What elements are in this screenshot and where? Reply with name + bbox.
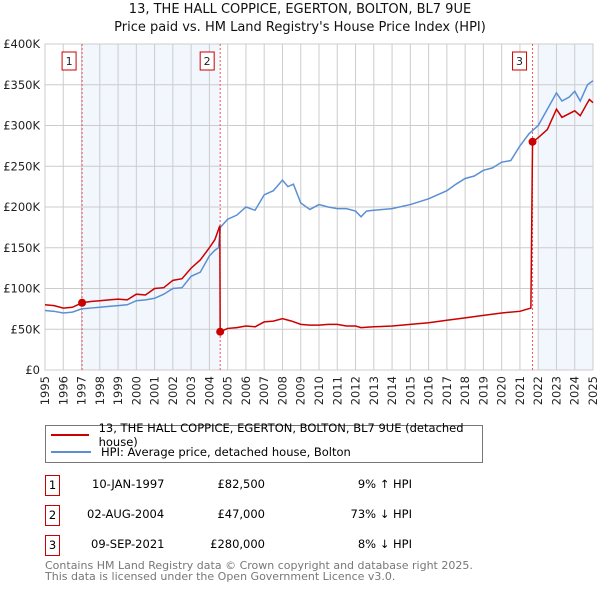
x-tick-label: 2009 xyxy=(294,376,308,405)
y-tick-label: £250K xyxy=(3,159,40,173)
x-tick-label: 2015 xyxy=(403,376,417,405)
property-price-line xyxy=(44,98,594,333)
sale-price: £82,500 xyxy=(217,477,265,491)
x-tick-label: 2021 xyxy=(513,376,527,405)
sale-point xyxy=(216,327,225,336)
price-chart: 1995 1996 1997 1998 1999 2000 2001 2002 2003 2004… xyxy=(3,37,600,405)
marker-label: 3 xyxy=(516,55,523,68)
marker-box xyxy=(512,51,528,71)
marker-box xyxy=(61,51,77,71)
footer-licence: This data is licensed under the Open Gov… xyxy=(45,570,396,583)
x-tick-label: 2007 xyxy=(257,376,271,405)
x-tick-label: 2014 xyxy=(385,376,399,405)
x-tick-label: 1995 xyxy=(38,376,52,405)
marker-label: 1 xyxy=(66,55,73,68)
sale-hpi-diff: 73% ↓ HPI xyxy=(350,507,412,521)
sale-hpi-diff: 9% ↑ HPI xyxy=(357,477,412,491)
x-tick-label: 2002 xyxy=(166,376,180,405)
sale-row: 1 10-JAN-1997 £82,500 9% ↑ HPI xyxy=(45,475,445,496)
x-tick-label: 2019 xyxy=(476,376,490,405)
x-tick-label: 2023 xyxy=(549,376,563,405)
sale-price: £280,000 xyxy=(210,537,265,551)
x-tick-label: 2020 xyxy=(495,376,509,405)
sale-point xyxy=(528,137,537,146)
x-tick-label: 2018 xyxy=(458,376,472,405)
y-tick-label: £150K xyxy=(3,241,40,255)
y-tick-label: £350K xyxy=(3,78,40,92)
sale-row: 2 02-AUG-2004 £47,000 73% ↓ HPI xyxy=(45,505,445,526)
sale-date: 10-JAN-1997 xyxy=(92,477,165,491)
x-tick-label: 2017 xyxy=(440,376,454,405)
x-tick-label: 2008 xyxy=(275,376,289,405)
x-tick-label: 1998 xyxy=(93,376,107,405)
legend-item-property: 13, THE HALL COPPICE, EGERTON, BOLTON, B… xyxy=(51,421,482,449)
y-tick-label: £300K xyxy=(3,119,40,133)
x-tick-label: 2000 xyxy=(129,376,143,405)
x-tick-label: 2025 xyxy=(586,376,600,405)
x-tick-label: 2012 xyxy=(349,376,363,405)
x-tick-label: 2006 xyxy=(239,376,253,405)
sale-point xyxy=(78,298,87,307)
x-tick-label: 2003 xyxy=(184,376,198,405)
sale-price: £47,000 xyxy=(217,507,265,521)
chart-title: 13, THE HALL COPPICE, EGERTON, BOLTON, B… xyxy=(128,2,472,17)
legend-label: HPI: Average price, detached house, Bolt… xyxy=(101,445,351,459)
plot-frame xyxy=(44,43,594,371)
legend: 13, THE HALL COPPICE, EGERTON, BOLTON, B… xyxy=(45,421,483,463)
legend-swatch-blue xyxy=(51,451,91,453)
sale-hpi-diff: 8% ↓ HPI xyxy=(357,537,412,551)
footer-copyright: Contains HM Land Registry data © Crown c… xyxy=(45,559,473,572)
x-tick-label: 2005 xyxy=(221,376,235,405)
x-tick-label: 2016 xyxy=(422,376,436,405)
sale-number: 2 xyxy=(45,505,60,526)
x-tick-label: 2001 xyxy=(148,376,162,405)
y-tick-label: £200K xyxy=(3,200,40,214)
sale-date: 09-SEP-2021 xyxy=(91,537,165,551)
x-tick-label: 1999 xyxy=(111,376,125,405)
legend-swatch-red xyxy=(51,434,89,436)
y-tick-label: £100K xyxy=(3,282,40,296)
sale-number: 1 xyxy=(45,475,60,496)
chart-subtitle: Price paid vs. HM Land Registry's House … xyxy=(114,20,486,35)
x-tick-label: 2024 xyxy=(568,376,582,405)
legend-item-hpi: HPI: Average price, detached house, Bolt… xyxy=(51,444,351,460)
marker-box xyxy=(199,51,215,71)
legend-label: 13, THE HALL COPPICE, EGERTON, BOLTON, B… xyxy=(98,421,464,449)
x-tick-label: 2010 xyxy=(312,376,326,405)
y-tick-label: £50K xyxy=(11,322,41,336)
x-tick-label: 2011 xyxy=(330,376,344,405)
y-tick-label: £400K xyxy=(3,37,40,51)
sale-date: 02-AUG-2004 xyxy=(87,507,165,521)
x-tick-label: 2013 xyxy=(367,376,381,405)
x-tick-label: 1996 xyxy=(56,376,70,405)
hpi-line xyxy=(44,80,594,314)
y-tick-label: £0 xyxy=(25,363,40,377)
sale-number: 3 xyxy=(45,535,60,556)
x-tick-label: 2004 xyxy=(202,376,216,405)
marker-label: 2 xyxy=(204,55,211,68)
x-tick-label: 1997 xyxy=(75,376,89,405)
sale-row: 3 09-SEP-2021 £280,000 8% ↓ HPI xyxy=(45,535,445,556)
x-tick-label: 2022 xyxy=(531,376,545,405)
